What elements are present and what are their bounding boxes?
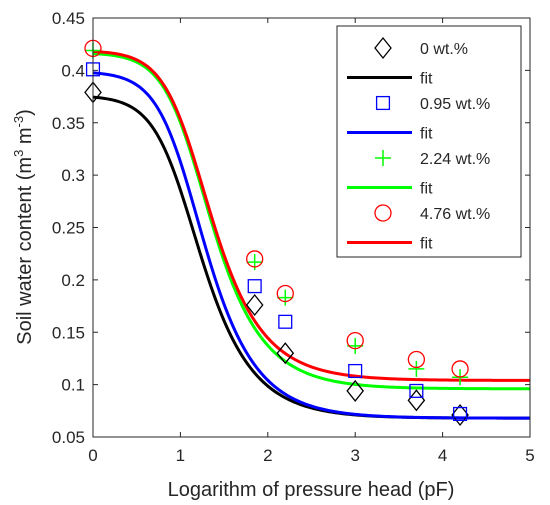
circle-marker — [346, 331, 364, 350]
legend-label: fit — [420, 71, 433, 88]
y-axis: 0.05 0.1 0.15 0.2 0.25 0.3 0.35 0.4 0.45 — [52, 9, 530, 447]
circle-marker — [276, 284, 294, 303]
x-tick-label: 3 — [350, 446, 359, 465]
legend-box — [336, 25, 522, 258]
circle-marker — [374, 204, 392, 222]
square-marker — [375, 95, 391, 111]
plus-marker — [277, 289, 294, 306]
plus-marker — [375, 150, 391, 166]
circle-marker — [246, 250, 264, 268]
x-tick-label: 2 — [263, 446, 272, 465]
y-tick-label: 0.3 — [61, 166, 85, 185]
y-axis-label: Soil water content (m3 m-3) — [11, 109, 36, 345]
fit-line — [92, 49, 530, 382]
diamond-marker — [346, 379, 365, 402]
legend-label: 0.95 wt.% — [420, 96, 490, 113]
y-tick-label: 0.25 — [52, 219, 85, 238]
x-axis: 0 1 2 3 4 5 — [88, 18, 535, 465]
y-tick-label: 0.1 — [61, 376, 85, 395]
legend-label: fit — [420, 236, 433, 253]
square-marker — [247, 279, 262, 294]
circle-marker — [451, 360, 469, 378]
legend-label: fit — [420, 126, 433, 143]
y-tick-label: 0.2 — [61, 271, 85, 290]
y-tick-label: 0.05 — [52, 428, 85, 447]
diamond-marker — [451, 403, 469, 427]
y-tick-label: 0.45 — [52, 9, 85, 28]
x-tick-label: 4 — [438, 446, 447, 465]
legend-label: 4.76 wt.% — [420, 206, 490, 223]
y-tick-label: 0.4 — [61, 61, 85, 80]
x-tick-label: 5 — [525, 446, 534, 465]
legend-label: fit — [420, 181, 433, 198]
x-tick-label: 0 — [88, 446, 97, 465]
legend: 0 wt.% fit 0.95 wt.% fit 2.24 wt.% fit 4.76 wt… — [336, 25, 522, 258]
square-marker — [278, 314, 293, 329]
x-axis-label: Logarithm of pressure head (pF) — [168, 479, 455, 501]
diamond-marker — [245, 293, 264, 317]
y-tick-label: 0.35 — [52, 114, 85, 133]
fit-curves — [92, 49, 531, 420]
square-marker — [453, 406, 468, 422]
square-marker — [348, 363, 363, 379]
square-marker — [409, 383, 424, 398]
y-tick-label: 0.15 — [52, 323, 85, 342]
diamond-marker — [374, 36, 392, 60]
fit-line — [92, 71, 531, 420]
plus-marker — [408, 360, 425, 377]
legend-label: 2.24 wt.% — [420, 151, 490, 168]
legend-label: 0 wt.% — [420, 41, 468, 58]
circle-marker — [407, 350, 426, 369]
x-tick-label: 1 — [176, 446, 185, 465]
diamond-marker — [276, 342, 295, 365]
